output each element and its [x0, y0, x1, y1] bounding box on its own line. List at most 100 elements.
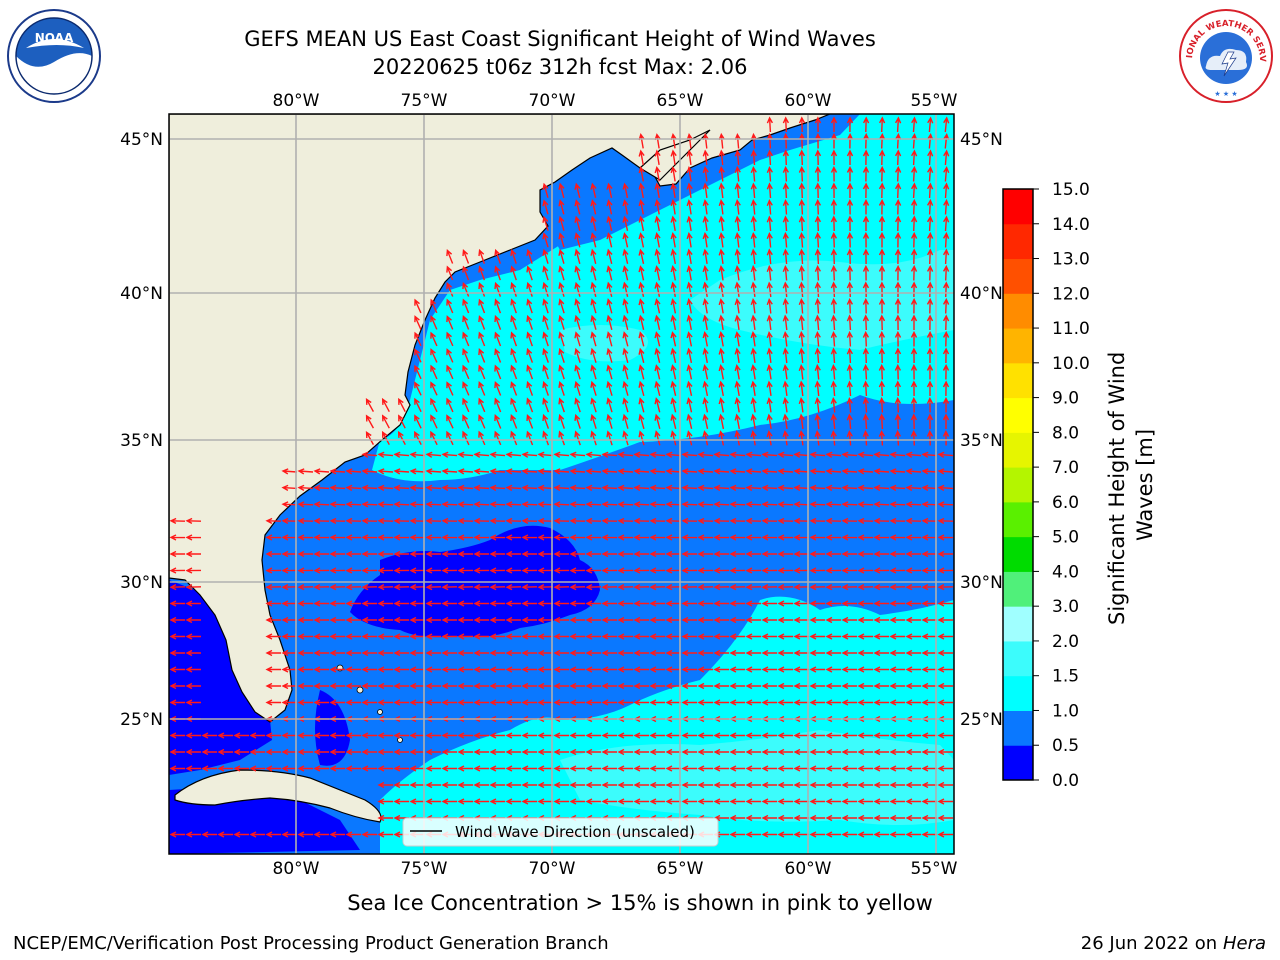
wind-wave-arrow	[377, 484, 394, 492]
wind-wave-arrow	[894, 264, 902, 281]
wind-wave-arrow	[569, 666, 585, 673]
wind-wave-arrow	[265, 633, 281, 640]
wind-wave-arrow	[185, 550, 201, 558]
wind-wave-arrow	[841, 534, 858, 541]
wind-wave-arrow	[686, 149, 693, 165]
wind-wave-arrow	[793, 682, 809, 690]
wind-wave-arrow	[585, 748, 601, 756]
wind-wave-arrow	[910, 281, 918, 298]
wind-wave-arrow	[478, 430, 486, 446]
lon-label-bottom: 65°W	[657, 859, 704, 879]
wind-wave-arrow	[905, 765, 921, 772]
wind-wave-arrow	[729, 748, 745, 756]
wind-wave-arrow	[553, 781, 569, 789]
wind-wave-arrow	[542, 281, 549, 297]
wind-wave-arrow	[718, 281, 725, 298]
wind-wave-arrow	[510, 248, 517, 264]
wind-wave-arrow	[622, 430, 629, 446]
wind-wave-arrow	[297, 550, 313, 558]
wind-wave-arrow	[814, 281, 821, 298]
wind-wave-arrow	[441, 517, 458, 525]
wind-wave-arrow	[505, 501, 522, 508]
wind-wave-arrow	[313, 699, 329, 706]
wind-wave-arrow	[393, 468, 410, 475]
wind-wave-arrow	[185, 517, 202, 525]
wind-wave-arrow	[462, 282, 470, 297]
wind-wave-arrow	[606, 298, 613, 314]
wind-wave-arrow	[745, 484, 762, 492]
wind-wave-arrow	[681, 567, 698, 574]
wind-wave-arrow	[894, 380, 902, 397]
wind-wave-arrow	[814, 149, 822, 166]
wind-wave-arrow	[926, 429, 934, 446]
wind-wave-arrow	[814, 231, 822, 248]
wind-wave-arrow	[473, 798, 489, 805]
wind-wave-arrow	[846, 116, 854, 133]
wind-wave-arrow	[473, 567, 490, 574]
wind-wave-arrow	[393, 501, 410, 508]
wind-wave-arrow	[377, 682, 393, 690]
wind-wave-arrow	[729, 550, 745, 558]
wind-wave-arrow	[265, 649, 281, 657]
wind-wave-arrow	[478, 414, 486, 429]
wind-wave-arrow	[782, 364, 789, 380]
wind-wave-arrow	[809, 781, 825, 789]
wind-wave-arrow	[585, 616, 601, 624]
wind-wave-arrow	[766, 182, 773, 199]
wind-wave-arrow	[878, 363, 886, 380]
wind-wave-arrow	[526, 414, 534, 429]
wind-wave-arrow	[377, 798, 393, 805]
wind-wave-arrow	[633, 798, 649, 805]
wind-wave-arrow	[345, 666, 361, 673]
wind-wave-arrow	[441, 748, 457, 756]
wind-wave-arrow	[553, 649, 569, 657]
wind-wave-arrow	[585, 484, 602, 492]
wind-wave-arrow	[905, 748, 921, 756]
legend-label: Wind Wave Direction (unscaled)	[455, 823, 695, 841]
wind-wave-arrow	[617, 567, 634, 574]
wind-wave-arrow	[441, 468, 458, 475]
wind-wave-arrow	[473, 583, 490, 591]
wind-wave-arrow	[601, 616, 617, 624]
wind-wave-arrow	[697, 501, 714, 508]
wind-wave-arrow	[601, 517, 618, 525]
wind-wave-arrow	[841, 501, 858, 508]
wind-wave-arrow	[862, 281, 870, 298]
wind-wave-arrow	[729, 649, 745, 657]
wind-wave-arrow	[574, 215, 581, 231]
wind-wave-arrow	[478, 265, 486, 281]
wind-wave-arrow	[633, 600, 649, 607]
wind-wave-arrow	[377, 666, 393, 673]
wind-wave-arrow	[729, 781, 745, 789]
wind-wave-arrow	[281, 633, 297, 640]
wind-wave-arrow	[686, 298, 693, 314]
wind-wave-arrow	[329, 484, 346, 492]
wind-wave-arrow	[622, 413, 629, 429]
wind-wave-arrow	[185, 616, 201, 624]
wind-wave-arrow	[830, 132, 838, 149]
wind-wave-arrow	[553, 633, 569, 640]
wind-wave-arrow	[734, 198, 741, 215]
wind-wave-arrow	[441, 534, 458, 541]
wind-wave-arrow	[857, 517, 874, 525]
wind-wave-arrow	[943, 215, 950, 232]
wind-wave-arrow	[681, 798, 697, 805]
wind-wave-arrow	[457, 484, 474, 492]
wind-wave-arrow	[670, 199, 677, 215]
wind-wave-arrow	[905, 567, 922, 574]
wind-wave-arrow	[846, 429, 853, 446]
wind-wave-arrow	[670, 347, 677, 363]
wind-wave-arrow	[670, 281, 677, 298]
wind-wave-arrow	[686, 215, 693, 232]
wind-wave-arrow	[510, 265, 517, 281]
wind-wave-arrow	[638, 347, 645, 363]
wind-wave-arrow	[425, 534, 442, 541]
wind-wave-arrow	[297, 600, 313, 607]
wind-wave-arrow	[265, 831, 281, 838]
wind-wave-arrow	[345, 501, 362, 508]
wind-wave-arrow	[766, 397, 773, 413]
wind-wave-arrow	[761, 748, 777, 756]
wind-wave-arrow	[606, 397, 613, 413]
wind-wave-arrow	[585, 682, 601, 690]
wind-wave-arrow	[729, 814, 745, 822]
